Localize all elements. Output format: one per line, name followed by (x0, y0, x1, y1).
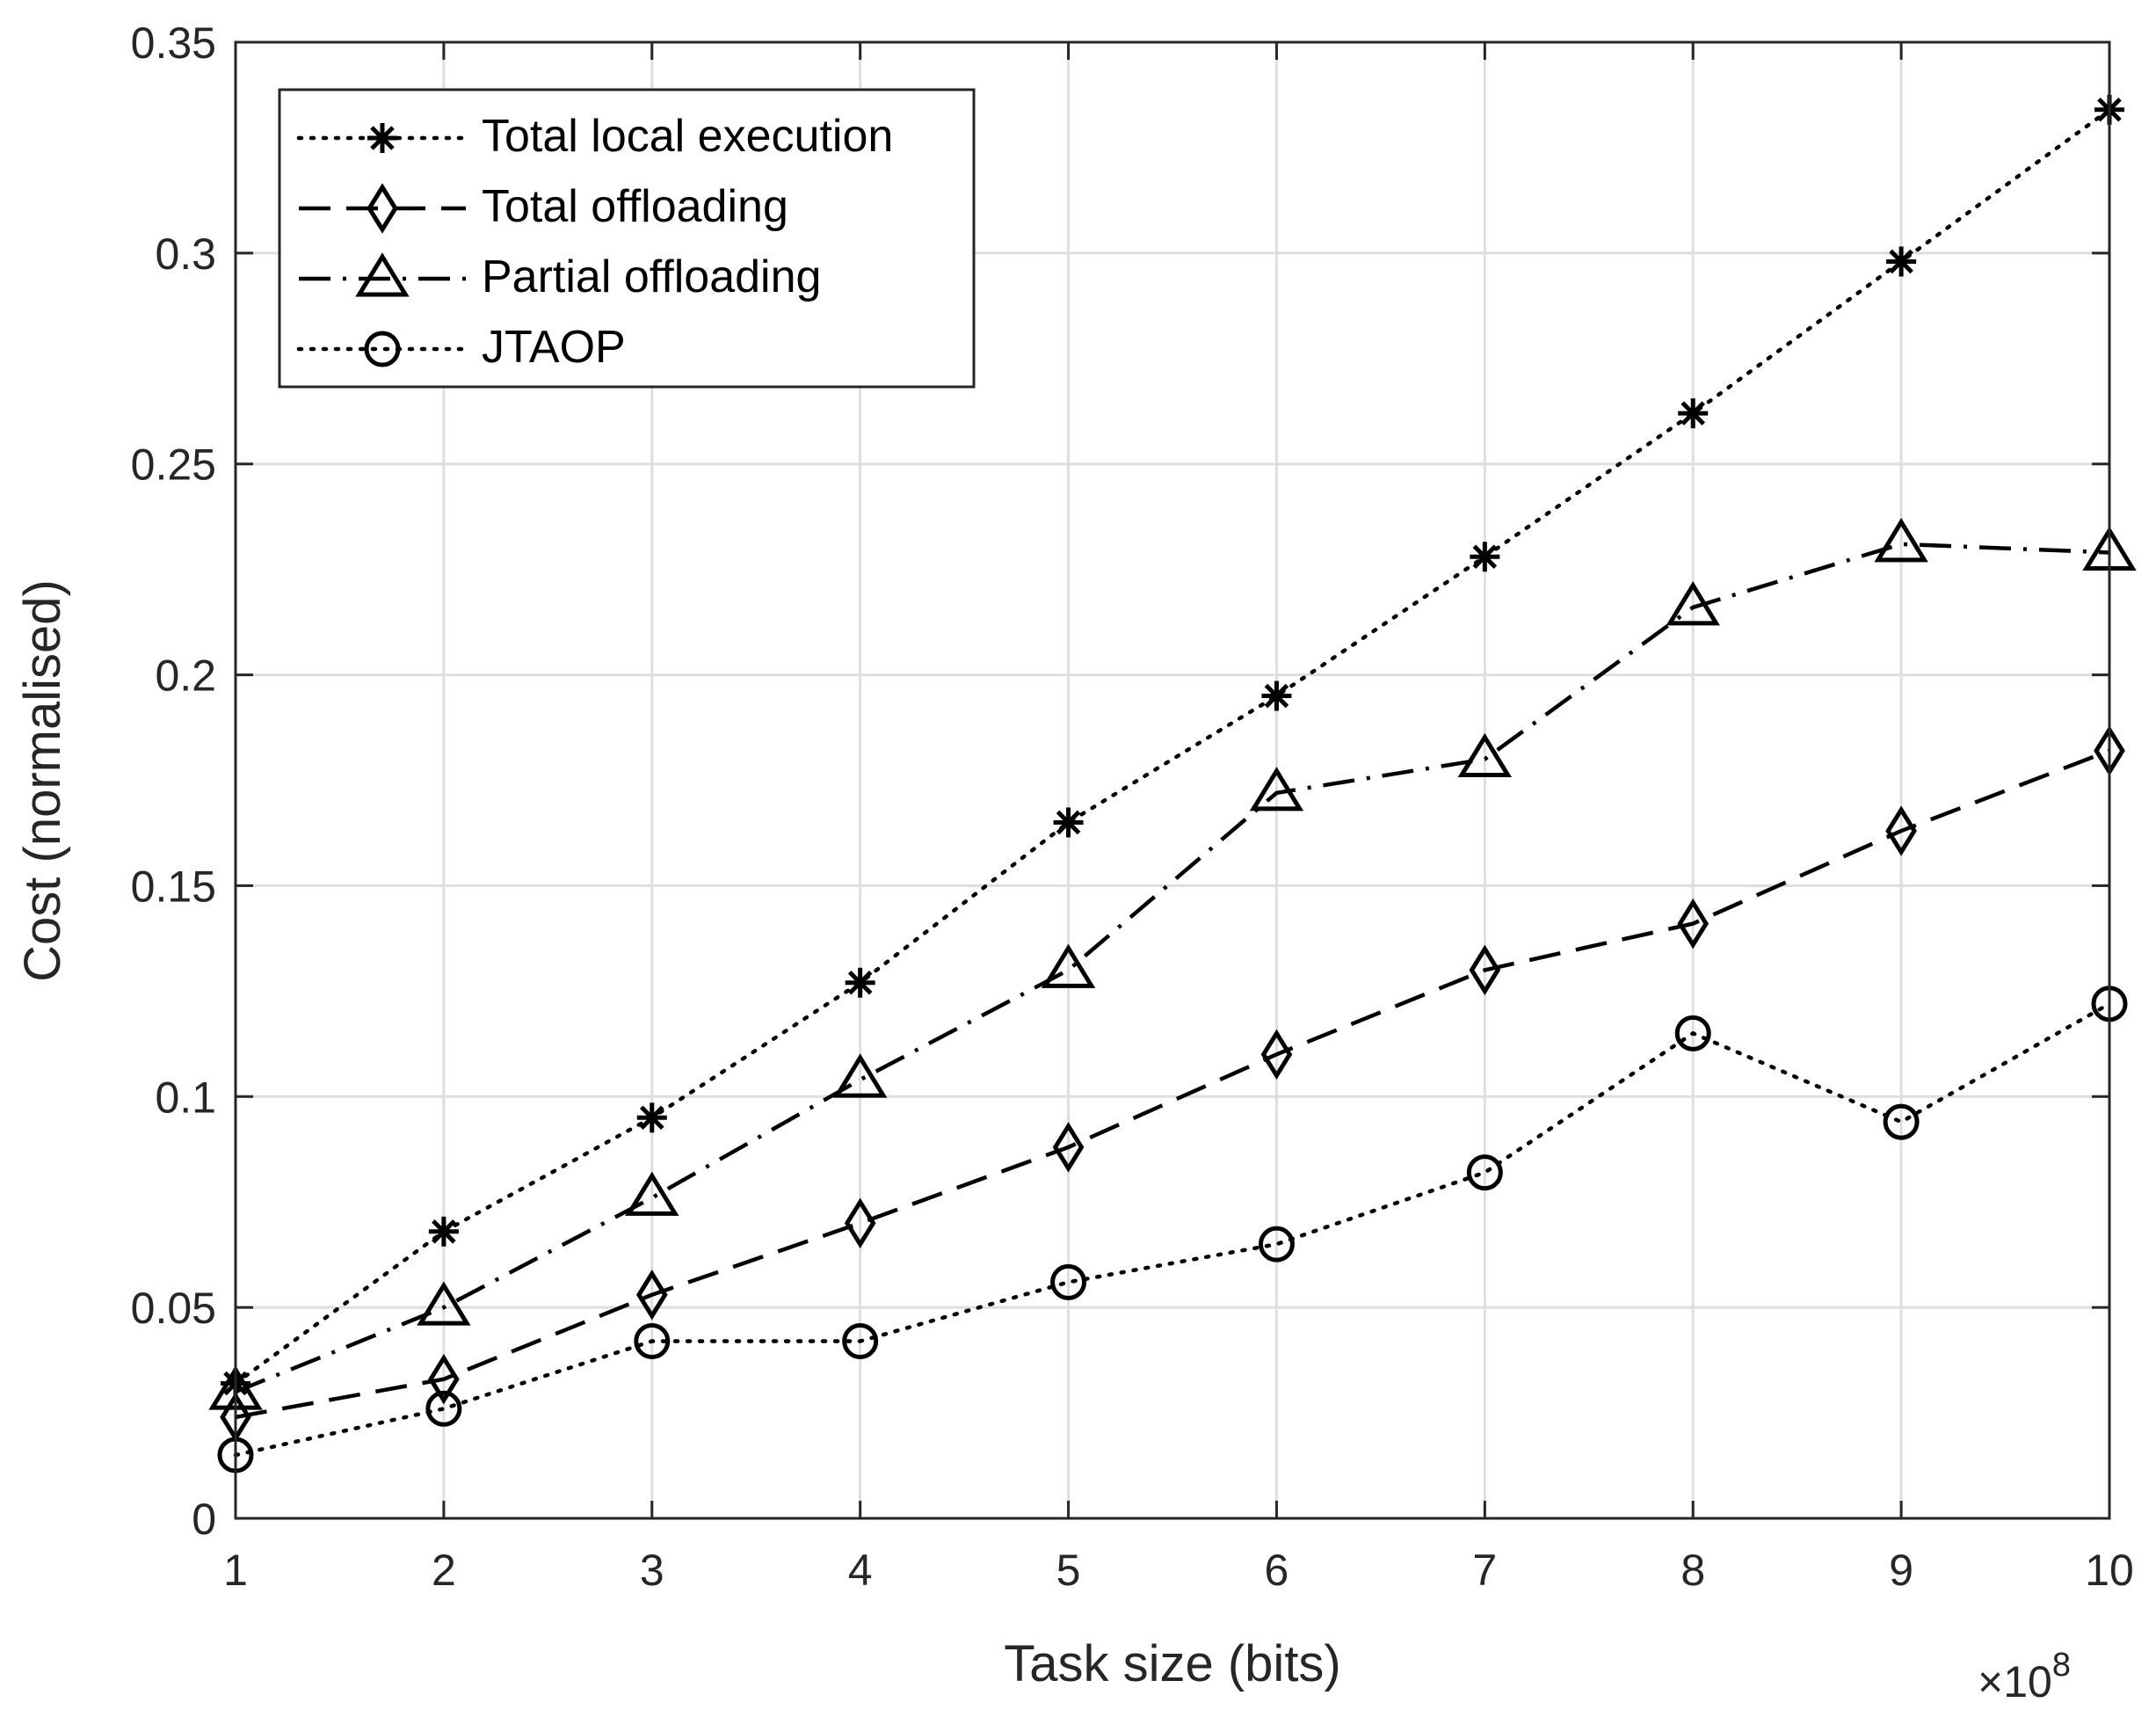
x-axis-label: Task size (bits) (1004, 1635, 1341, 1692)
x-tick-label: 7 (1472, 1546, 1497, 1595)
data-point-partial-offloading (832, 1053, 888, 1098)
legend-marker-total-offloading (367, 183, 398, 234)
y-tick-label: 0.3 (155, 229, 216, 279)
x-tick-label: 9 (1889, 1546, 1913, 1595)
data-point-total-offloading (1885, 805, 1917, 856)
data-point-total-offloading (1469, 944, 1501, 996)
asterisk-stroke (847, 970, 873, 995)
asterisk-stroke (1056, 810, 1081, 835)
x-tick-label: 6 (1265, 1546, 1289, 1595)
x-tick-label: 8 (1681, 1546, 1705, 1595)
data-point-jtaop (634, 1323, 671, 1360)
data-point-jtaop (425, 1390, 462, 1427)
data-point-total-offloading (1052, 1122, 1085, 1173)
y-tick-label: 0.35 (131, 18, 216, 68)
data-point-total-local-execution (636, 1102, 667, 1133)
series-lines (233, 107, 2112, 1458)
x-tick-label: 10 (2085, 1546, 2134, 1595)
x-multiplier-exponent: 8 (2052, 1647, 2071, 1684)
data-point-total-local-execution (1053, 807, 1084, 838)
legend-label-total-local-execution: Total local execution (482, 111, 893, 162)
legend-label-partial-offloading: Partial offloading (482, 251, 821, 302)
data-point-total-local-execution (845, 967, 875, 998)
data-point-jtaop (1050, 1263, 1087, 1300)
x-tick-label: 2 (432, 1546, 456, 1595)
y-tick-label: 0.15 (131, 862, 216, 911)
asterisk-stroke (1889, 249, 1913, 274)
y-tick-label: 0 (192, 1495, 216, 1544)
y-axis-label: Cost (normalised) (14, 579, 71, 982)
asterisk-stroke (1681, 401, 1706, 426)
data-point-partial-offloading (1249, 767, 1304, 811)
legend-marker-partial-offloading (355, 252, 410, 297)
data-point-total-offloading (1260, 1029, 1293, 1081)
series-line-total-local-execution (233, 107, 2112, 1386)
data-point-jtaop (1674, 1015, 1711, 1051)
data-point-total-local-execution (1886, 246, 1917, 277)
x-tick-label: 5 (1056, 1546, 1081, 1595)
data-point-total-local-execution (1470, 542, 1500, 572)
data-point-jtaop (1258, 1226, 1295, 1262)
data-point-partial-offloading (625, 1171, 679, 1216)
x-multiplier: ×108 (1978, 1647, 2071, 1706)
y-tick-label: 0.25 (131, 440, 216, 490)
data-point-jtaop (1466, 1154, 1503, 1191)
data-point-partial-offloading (1457, 732, 1513, 778)
x-tick-label: 3 (640, 1546, 664, 1595)
data-point-jtaop (1883, 1103, 1920, 1140)
plot-frame (234, 40, 2111, 1520)
data-point-total-offloading (1677, 898, 1710, 950)
data-point-total-offloading (428, 1353, 460, 1405)
data-point-partial-offloading (417, 1281, 471, 1326)
series-line-jtaop (233, 1001, 2112, 1458)
data-point-jtaop (842, 1323, 879, 1360)
data-point-total-local-execution (1261, 680, 1292, 711)
data-point-total-offloading (844, 1197, 876, 1248)
legend-items (296, 123, 468, 367)
legend: Total local execution Total offloading P… (278, 88, 976, 389)
y-tick-label: 0.1 (155, 1073, 216, 1122)
asterisk-stroke (1264, 683, 1289, 709)
axis-ticks: 1 2 3 4 5 6 7 8 9 10 0 0.05 0.1 0.15 0.2 0.25 0.3 0.35 (131, 18, 2134, 1595)
data-point-total-local-execution (1678, 398, 1709, 429)
legend-marker-total-local-execution (367, 123, 397, 153)
data-point-partial-offloading (1041, 943, 1096, 988)
data-point-total-offloading (635, 1270, 668, 1321)
y-tick-label: 0.05 (131, 1284, 216, 1333)
legend-label-total-offloading: Total offloading (482, 181, 788, 232)
legend-label-jtaop: JTAOP (482, 322, 626, 373)
data-point-total-local-execution (428, 1216, 459, 1247)
asterisk-stroke (639, 1105, 664, 1131)
asterisk-stroke (370, 126, 395, 150)
x-multiplier-base: ×10 (1978, 1657, 2052, 1706)
asterisk-stroke (432, 1219, 456, 1244)
x-tick-label: 4 (848, 1546, 873, 1595)
data-point-partial-offloading (1666, 581, 1720, 626)
x-tick-label: 1 (223, 1546, 248, 1595)
legend-marker-jtaop (364, 331, 401, 367)
asterisk-stroke (1472, 544, 1498, 570)
y-tick-label: 0.2 (155, 651, 216, 701)
data-point-partial-offloading (1874, 518, 1928, 563)
